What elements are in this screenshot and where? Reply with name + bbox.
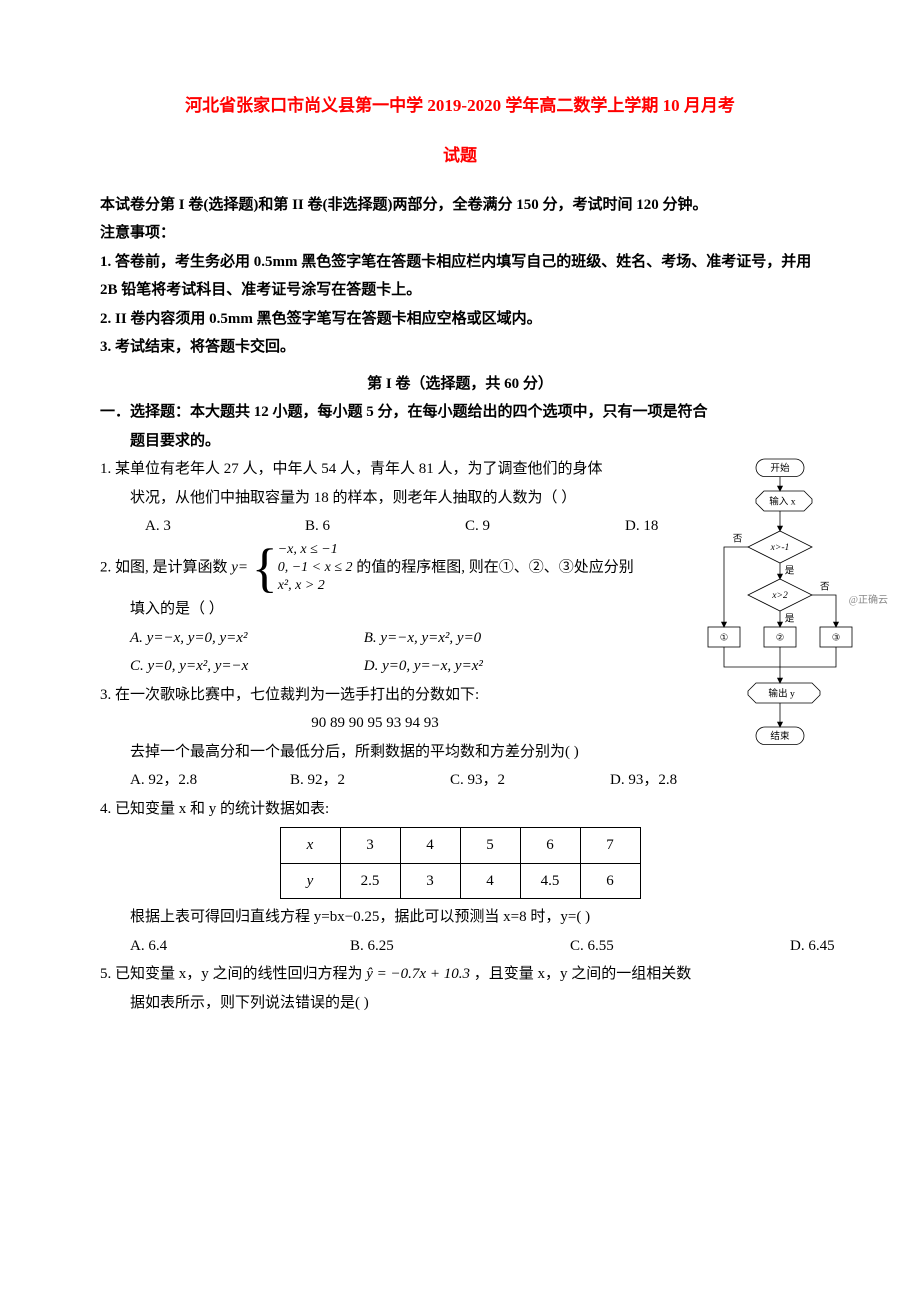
q3-scores: 90 89 90 95 93 94 93 (100, 709, 650, 738)
q4-opt-a: A. 6.4 (130, 932, 250, 961)
q5-post: ，且变量 x，y 之间的一组相关数 (474, 966, 692, 982)
cell: 4.5 (520, 863, 580, 899)
q3-tail: 去掉一个最高分和一个最低分后，所剩数据的平均数和方差分别为( ) (100, 738, 650, 767)
table-row: x 3 4 5 6 7 (280, 828, 640, 864)
fc-output: 输出 y (768, 688, 795, 700)
fc-input: 输入 x (769, 496, 796, 508)
q3-opt-a: A. 92，2.8 (130, 766, 250, 795)
note-2: 2. II 卷内容须用 0.5mm 黑色签字笔写在答题卡相应空格或区域内。 (100, 305, 820, 334)
q2-opt-a: A. y=−x, y=0, y=x² (130, 624, 360, 653)
q2-opt-b: B. y=−x, y=x², y=0 (364, 630, 481, 646)
fc-box1: ① (720, 633, 729, 644)
q2-pre: 2. 如图, 是计算函数 (100, 559, 231, 575)
fc-no2: 否 (820, 581, 830, 592)
q5-line: 5. 已知变量 x，y 之间的线性回归方程为 ŷ = −0.7x + 10.3 … (100, 960, 820, 989)
left-brace-icon: { (252, 541, 278, 595)
q2-fill: 填入的是（ ） (100, 595, 650, 624)
cell: 2.5 (340, 863, 400, 899)
q2-case2: 0, −1 < x ≤ 2 (278, 559, 353, 577)
q1-opt-c: C. 9 (465, 512, 585, 541)
note-1: 1. 答卷前，考生务必用 0.5mm 黑色签字笔在答题卡相应栏内填写自己的班级、… (100, 248, 820, 305)
fc-start: 开始 (770, 462, 790, 474)
q2-line: 2. 如图, 是计算函数 y= { −x, x ≤ −1 0, −1 < x ≤… (100, 541, 650, 596)
instr-head: 本试卷分第 I 卷(选择题)和第 II 卷(非选择题)两部分，全卷满分 150 … (100, 191, 820, 220)
q4-table: x 3 4 5 6 7 y 2.5 3 4 4.5 6 (280, 827, 641, 899)
cell: 7 (580, 828, 640, 864)
q4-opt-b: B. 6.25 (350, 932, 470, 961)
q2-opts-row1: A. y=−x, y=0, y=x² B. y=−x, y=x², y=0 (100, 624, 650, 653)
piecewise-function: { −x, x ≤ −1 0, −1 < x ≤ 2 x², x > 2 (252, 541, 353, 596)
cell: y (280, 863, 340, 899)
part1-head: 第 I 卷（选择题，共 60 分） (100, 370, 820, 399)
fc-end: 结束 (770, 730, 790, 742)
q3-text: 3. 在一次歌咏比赛中，七位裁判为一选手打出的分数如下: (100, 681, 650, 710)
fc-box2: ② (776, 633, 785, 644)
watermark: @正确云 (849, 591, 888, 610)
fc-no1: 否 (733, 533, 743, 544)
fc-yes2: 是 (785, 613, 795, 624)
cell: 6 (580, 863, 640, 899)
cell: 3 (340, 828, 400, 864)
notes-label: 注意事项： (100, 219, 820, 248)
cell: x (280, 828, 340, 864)
cell: 5 (460, 828, 520, 864)
q5-pre: 5. 已知变量 x，y 之间的线性回归方程为 (100, 966, 366, 982)
q3-opt-b: B. 92，2 (290, 766, 410, 795)
doc-subtitle: 试题 (100, 140, 820, 172)
q1-opt-a: A. 3 (145, 512, 265, 541)
q2-opt-d: D. y=0, y=−x, y=x² (364, 658, 483, 674)
q2-yeq: y= (231, 559, 248, 575)
q1-text-b: 状况，从他们中抽取容量为 18 的样本，则老年人抽取的人数为（ ） (100, 484, 650, 513)
q2-case3: x², x > 2 (278, 577, 353, 595)
q5-eq: ŷ = −0.7x + 10.3 (366, 966, 470, 982)
q4-tail-text: 根据上表可得回归直线方程 y=bx−0.25，据此可以预测当 x=8 时，y=(… (130, 909, 590, 925)
flowchart-diagram: 开始 输入 x x>-1 x>2 否 是 否 是 ① ② ③ 输出 y 结束 @… (700, 455, 860, 810)
q2-post: 的值的程序框图, 则在①、②、③处应分别 (356, 559, 634, 575)
fc-cond1: x>-1 (770, 542, 790, 553)
part1-desc-a: 一．选择题：本大题共 12 小题，每小题 5 分，在每小题给出的四个选项中，只有… (100, 398, 820, 427)
cell: 4 (400, 828, 460, 864)
cell: 4 (460, 863, 520, 899)
q4-opt-c: C. 6.55 (570, 932, 690, 961)
q1-text-a: 1. 某单位有老年人 27 人，中年人 54 人，青年人 81 人，为了调查他们… (100, 455, 650, 484)
cell: 6 (520, 828, 580, 864)
q4-tail: 根据上表可得回归直线方程 y=bx−0.25，据此可以预测当 x=8 时，y=(… (100, 903, 820, 932)
fc-cond2: x>2 (771, 590, 788, 601)
q4-opt-d: D. 6.45 (790, 932, 910, 961)
q2-opts-row2: C. y=0, y=x², y=−x D. y=0, y=−x, y=x² (100, 652, 650, 681)
q5-tail: 据如表所示，则下列说法错误的是( ) (100, 989, 820, 1018)
part1-desc-b: 题目要求的。 (100, 427, 820, 456)
fc-box3: ③ (832, 633, 841, 644)
cell: 3 (400, 863, 460, 899)
q2-case1: −x, x ≤ −1 (278, 541, 353, 559)
fc-yes1: 是 (785, 565, 795, 576)
doc-title: 河北省张家口市尚义县第一中学 2019-2020 学年高二数学上学期 10 月月… (100, 90, 820, 122)
q2-opt-c: C. y=0, y=x², y=−x (130, 652, 360, 681)
q1-options: A. 3 B. 6 C. 9 D. 18 (100, 512, 650, 541)
note-3: 3. 考试结束，将答题卡交回。 (100, 333, 820, 362)
q1-opt-b: B. 6 (305, 512, 425, 541)
table-row: y 2.5 3 4 4.5 6 (280, 863, 640, 899)
q4-options: A. 6.4 B. 6.25 C. 6.55 D. 6.45 (100, 932, 820, 961)
q3-opt-c: C. 93，2 (450, 766, 570, 795)
